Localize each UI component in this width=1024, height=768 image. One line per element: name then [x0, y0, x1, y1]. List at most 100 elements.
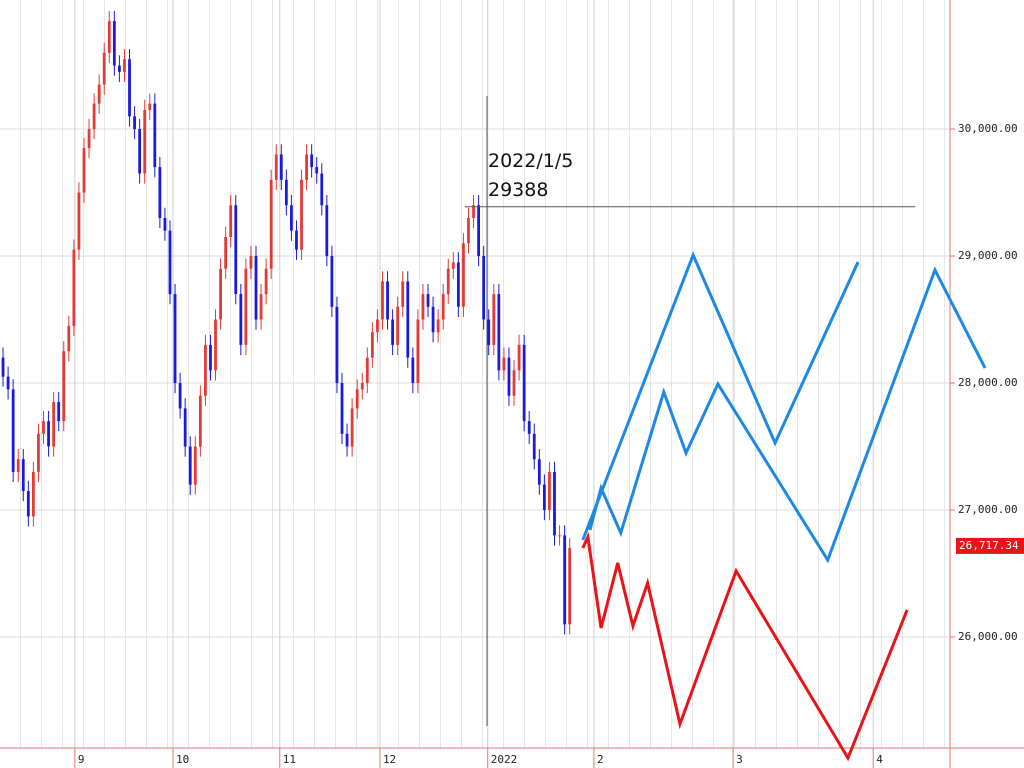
annotation-date: 2022/1/5 [488, 150, 573, 172]
candle-body [97, 84, 101, 104]
candle-body [441, 294, 445, 320]
projection-line [588, 266, 987, 564]
candle-body [290, 205, 293, 231]
candle-body [143, 109, 147, 174]
candle-body [26, 490, 30, 517]
candle-body [502, 357, 506, 371]
candle-body [350, 408, 354, 447]
candle-body [451, 262, 455, 269]
candle-body [431, 306, 435, 333]
candle-body [401, 281, 405, 307]
candle-body [224, 236, 228, 269]
candle-body [112, 21, 116, 66]
candle-body [163, 217, 167, 231]
candle-body [102, 52, 106, 85]
last-price-label: 26,717.34 [959, 539, 1019, 552]
candle-body [497, 294, 501, 371]
candle-body [386, 281, 389, 320]
candle-body [193, 446, 197, 485]
candle-body [295, 230, 298, 250]
candle-body [264, 268, 268, 295]
candle-body [553, 471, 556, 536]
candle-body [355, 389, 359, 409]
candle-body [37, 433, 40, 472]
candle-body [421, 294, 425, 320]
candle-body [365, 357, 369, 384]
candle-body [148, 103, 152, 110]
candle-body [279, 154, 283, 180]
candle-body [300, 179, 303, 250]
candle-body [325, 205, 329, 257]
candle-body [563, 535, 567, 625]
candle-body [482, 256, 486, 320]
candle-body [128, 59, 131, 117]
x-tick-label: 9 [78, 753, 85, 766]
y-tick-label: 30,000.00 [958, 122, 1018, 135]
candle-body [517, 344, 521, 371]
candle-body [558, 535, 561, 537]
candle-body [42, 421, 45, 434]
candle-body [198, 395, 202, 447]
candle-body [107, 21, 111, 53]
candle-body [391, 319, 394, 345]
x-tick-label: 3 [736, 753, 743, 766]
candle-body [239, 294, 243, 345]
candle-body [209, 344, 212, 371]
candle-body [340, 383, 344, 434]
y-tick-label: 28,000.00 [958, 376, 1018, 389]
candle-body [467, 217, 470, 244]
candle-body [158, 167, 162, 218]
candle-body [492, 294, 496, 345]
candle-body [330, 256, 334, 307]
candle-body [532, 433, 536, 460]
candle-body [269, 179, 273, 269]
candle-body [21, 459, 25, 491]
candle-body [219, 268, 222, 320]
x-tick-label: 10 [176, 753, 189, 766]
y-tick-label: 26,000.00 [958, 630, 1018, 643]
candle-body [178, 383, 182, 409]
candle-body [138, 129, 142, 174]
candle-body [487, 319, 491, 345]
candle-body [477, 205, 480, 257]
candle-body [310, 154, 314, 168]
candle-body [411, 357, 415, 384]
candle-body [82, 148, 86, 193]
candle-body [57, 402, 61, 422]
candle-body [568, 548, 572, 625]
candle-body [133, 116, 136, 130]
candle-body [396, 306, 400, 345]
candle-body [305, 154, 308, 180]
candle-body [123, 59, 126, 72]
candle-body [168, 230, 172, 295]
candle-body [204, 344, 207, 396]
x-tick-label: 11 [283, 753, 296, 766]
candle-body [462, 243, 465, 307]
candle-body [32, 471, 35, 517]
candle-body [72, 249, 76, 326]
axis-panel [0, 748, 1024, 768]
candle-body [446, 268, 450, 295]
candle-body [522, 344, 526, 422]
candle-body [92, 103, 96, 130]
candle-body [254, 256, 258, 320]
candle-body [381, 281, 384, 320]
candle-body [16, 459, 20, 472]
y-tick-label: 27,000.00 [958, 503, 1018, 516]
candle-body [370, 332, 374, 358]
x-tick-label: 12 [383, 753, 396, 766]
candle-body [507, 357, 511, 396]
x-tick-label: 2 [597, 753, 604, 766]
candle-body [67, 325, 71, 352]
candle-body [436, 319, 440, 333]
candle-body [62, 351, 66, 422]
candle-body [406, 281, 410, 358]
candle-body [315, 167, 319, 174]
candle-body [542, 484, 546, 511]
candle-body [284, 179, 288, 206]
candle-body [183, 408, 187, 447]
last-price-box [956, 537, 1024, 554]
candle-body [77, 192, 81, 250]
